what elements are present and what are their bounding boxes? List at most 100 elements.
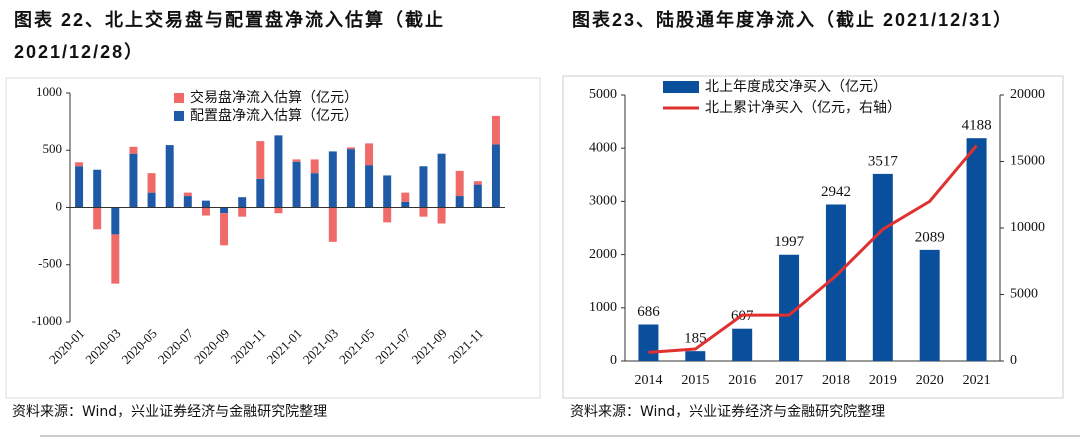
bar-segment: [220, 213, 229, 246]
left-source: 资料来源：Wind，兴业证券经济与金融研究院整理: [12, 404, 327, 420]
legend-label: 北上年度成交净买入（亿元）: [705, 78, 887, 95]
x-tick-label: 2020-05: [119, 326, 160, 367]
y-tick-label: 500: [43, 141, 63, 156]
x-tick-label: 2021-07: [372, 325, 414, 367]
bar-label: 185: [684, 331, 707, 347]
y2-tick-label: 10000: [1010, 220, 1045, 235]
bar-segment: [346, 147, 355, 150]
y-tick-label: 0: [610, 353, 617, 368]
bar-segment: [401, 201, 410, 208]
bar: [779, 254, 800, 361]
bar-segment: [256, 178, 265, 208]
bar-segment: [75, 166, 84, 208]
bar-segment: [256, 141, 265, 179]
y2-tick-label: 0: [1010, 353, 1017, 368]
x-tick-label: 2016: [728, 373, 756, 388]
bar-label: 4188: [962, 118, 992, 134]
bar: [872, 173, 893, 361]
bar-segment: [455, 196, 464, 208]
bar-segment: [93, 169, 102, 208]
bar-segment: [93, 207, 102, 230]
bar-segment: [201, 207, 210, 216]
x-tick-label: 2015: [681, 373, 709, 388]
bar-segment: [346, 149, 355, 208]
bar-segment: [201, 200, 210, 208]
bar-segment: [147, 173, 156, 193]
x-tick-label: 2020-11: [228, 326, 269, 367]
bar-segment: [491, 144, 500, 208]
x-tick-label: 2021-01: [264, 326, 305, 367]
bar-segment: [129, 153, 138, 208]
line: [648, 144, 978, 354]
bar-segment: [401, 192, 410, 202]
y-tick-label: 1000: [36, 84, 62, 99]
legend-label: 北上累计净买入（亿元，右轴）: [705, 100, 901, 116]
bar-segment: [365, 165, 374, 208]
x-tick-label: 2020: [916, 373, 944, 388]
bar: [966, 138, 987, 361]
bar-segment: [238, 197, 247, 208]
bar-segment: [111, 207, 120, 235]
bar-label: 686: [637, 304, 660, 320]
right-source: 资料来源：Wind，兴业证券经济与金融研究院整理: [570, 404, 885, 420]
bar-segment: [183, 196, 192, 208]
x-tick-label: 2020-01: [46, 326, 87, 367]
bar-label: 1997: [774, 234, 805, 250]
y-tick-label: 0: [56, 198, 63, 213]
right-frame: [562, 75, 1064, 399]
bar: [825, 204, 846, 361]
bar-segment: [473, 184, 482, 208]
bar-label: 3517: [868, 153, 899, 169]
y-tick-label: 5000: [589, 87, 617, 102]
x-tick-label: 2019: [869, 373, 897, 388]
bar-segment: [437, 153, 446, 208]
bar: [732, 328, 753, 361]
x-tick-label: 2014: [634, 373, 662, 388]
y2-tick-label: 15000: [1010, 154, 1045, 169]
y2-tick-label: 20000: [1010, 87, 1045, 102]
x-tick-label: 2017: [775, 373, 803, 388]
right-title: 图表23、陆股通年度净流入（截止 2021/12/31）: [572, 10, 1014, 30]
bar-segment: [473, 181, 482, 185]
bar: [685, 351, 706, 361]
x-tick-label: 2021-05: [336, 326, 377, 367]
bar-label: 2089: [915, 229, 945, 245]
bar-segment: [75, 162, 84, 167]
bar-segment: [455, 170, 464, 197]
y-tick-label: 3000: [589, 194, 617, 209]
y-tick-label: -1000: [32, 313, 62, 328]
bar-segment: [419, 207, 428, 217]
legend-swatch: [174, 93, 184, 103]
bar-segment: [383, 175, 392, 208]
y-tick-label: 2000: [589, 247, 617, 262]
bar-segment: [491, 115, 500, 145]
bar-segment: [111, 234, 120, 284]
legend-swatch: [174, 111, 184, 121]
left-title: 图表 22、北上交易盘与配置盘净流入估算（截止 2021/12/28）: [14, 10, 446, 62]
bar: [638, 324, 659, 361]
bar-segment: [274, 207, 283, 214]
bar-segment: [292, 161, 301, 208]
x-tick-label: 2021: [963, 373, 991, 388]
bar-segment: [238, 207, 247, 217]
x-tick-label: 2018: [822, 373, 850, 388]
bar-segment: [365, 143, 374, 166]
bar-segment: [183, 192, 192, 197]
y-tick-label: 4000: [589, 140, 617, 155]
bar-segment: [328, 207, 337, 242]
bar-segment: [274, 135, 283, 208]
legend-label: 配置盘净流入估算（亿元）: [190, 107, 358, 124]
legend-swatch: [663, 81, 699, 93]
legend-label: 交易盘净流入估算（亿元）: [190, 89, 358, 106]
bar-segment: [419, 166, 428, 208]
x-tick-label: 2021-09: [409, 326, 450, 367]
bar-segment: [328, 151, 337, 208]
y-tick-label: 1000: [589, 300, 617, 315]
x-tick-label: 2020-03: [82, 326, 123, 367]
bar-segment: [310, 173, 319, 208]
x-tick-label: 2021-11: [445, 326, 486, 367]
left-frame: [5, 77, 541, 399]
bar-segment: [220, 207, 229, 214]
